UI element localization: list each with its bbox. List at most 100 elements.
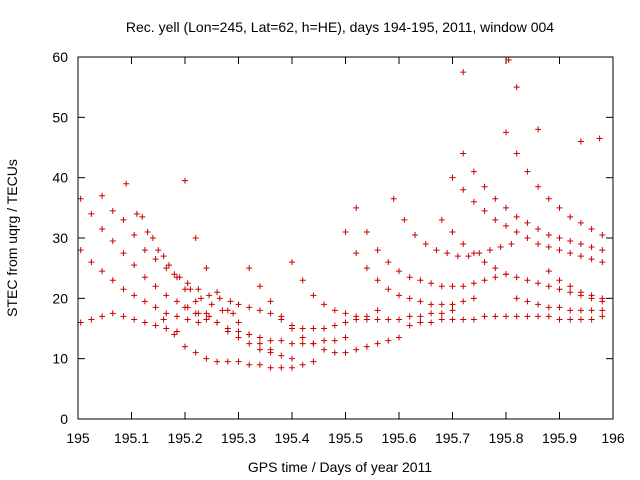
data-point [299,334,306,341]
data-point [342,228,349,235]
data-point [278,364,285,371]
data-point [412,231,419,238]
data-point [246,340,253,347]
data-point [556,235,563,241]
data-point [588,225,595,232]
series-4 [77,247,202,326]
x-tick: 195.9 [542,57,577,446]
data-point [278,313,285,320]
data-point [173,313,180,320]
data-point [449,283,456,290]
x-tick-label: 195.2 [167,430,202,446]
data-point [182,343,188,350]
data-point [133,210,140,217]
data-point [444,250,451,257]
series-3 [123,180,237,317]
data-point [289,355,295,362]
data-point [374,340,381,347]
data-point [417,277,424,284]
data-point [535,225,542,232]
data-point [599,231,606,238]
data-point [363,343,370,350]
data-point [187,286,194,293]
x-tick: 195.5 [328,57,363,446]
data-point [470,250,477,257]
data-point [235,334,242,341]
data-point [299,340,306,347]
data-point [428,319,435,326]
data-point [577,253,584,260]
data-point [524,313,531,320]
data-point [198,295,205,302]
data-point [176,274,183,281]
y-tick: 50 [52,109,613,125]
data-point [299,325,306,332]
series-5 [77,310,180,335]
data-point [192,349,199,356]
data-point [503,204,509,211]
data-point [385,316,392,323]
data-point [131,292,138,299]
y-tick: 30 [52,230,613,246]
data-point [310,325,317,332]
data-point [353,346,360,353]
data-point [503,129,509,136]
y-tick: 40 [52,170,613,186]
data-point [289,325,295,332]
data-point [331,349,338,356]
data-point [481,259,488,266]
data-point [195,286,202,293]
data-point [396,268,402,275]
data-point [109,238,116,245]
y-tick-label: 10 [52,351,68,367]
y-tick-label: 0 [60,411,68,427]
data-point [182,177,188,184]
data-point [246,265,253,272]
data-point [152,256,159,263]
data-point [192,310,199,317]
data-point [246,304,253,311]
data-point [545,231,552,238]
data-point [508,241,515,248]
data-point [417,319,424,326]
data-point [235,358,242,365]
data-point [216,295,223,302]
y-tick: 20 [52,290,613,306]
data-point [438,301,445,308]
series-12 [289,259,456,323]
x-tick-label: 195 [66,430,90,446]
data-point [524,168,531,175]
data-point [470,295,477,302]
data-point [165,262,172,269]
data-point [460,241,467,248]
data-point [545,304,552,311]
data-point [141,247,148,254]
data-point [149,235,156,241]
data-point [385,286,392,293]
data-point [224,325,231,332]
data-point [152,283,159,290]
data-point [599,247,606,254]
data-point [331,307,338,314]
data-point [139,213,146,220]
data-point [460,316,467,323]
data-point [406,313,413,320]
data-point [513,150,520,157]
data-point [267,346,274,353]
data-point [208,301,215,308]
data-point [224,358,231,365]
data-point [492,313,499,320]
x-tick: 195.2 [167,57,203,446]
data-point [545,195,552,202]
data-point [374,316,381,323]
data-point [123,180,130,187]
data-point [535,126,542,133]
data-point [331,337,338,344]
data-points [77,57,606,371]
data-point [331,322,338,329]
data-point [173,298,180,305]
data-point [599,313,606,320]
data-point [120,216,127,223]
data-point [513,228,520,235]
data-point [342,319,349,326]
